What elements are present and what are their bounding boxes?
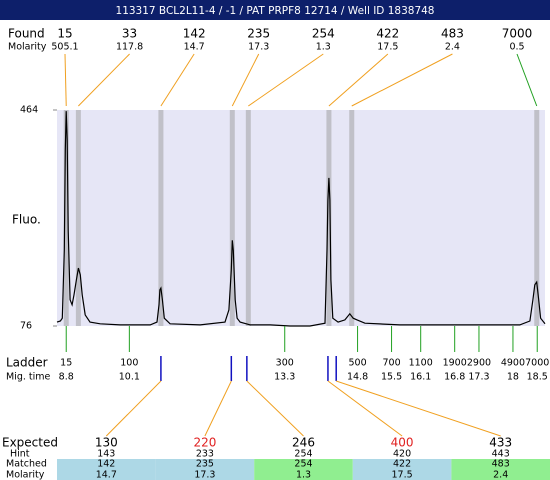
hint-connector: [105, 380, 162, 437]
ladder-size: 500: [348, 358, 366, 369]
peak-band: [63, 110, 69, 326]
peak-connector: [231, 53, 260, 107]
found-size: 254: [312, 27, 335, 41]
found-molarity: 1.3: [316, 42, 331, 53]
ladder-size: 4900: [501, 358, 525, 369]
matched-label: Matched: [6, 459, 47, 470]
ladder-size: 7000: [525, 358, 549, 369]
ladder-size: 2900: [467, 358, 491, 369]
peak-connector: [160, 53, 195, 107]
expected-label: Expected: [2, 436, 58, 450]
found-size: 142: [183, 27, 206, 41]
hint-size: 254: [294, 449, 312, 460]
ladder-size: 15: [60, 358, 72, 369]
found-molarity: 117.8: [116, 42, 143, 53]
status-cell: [352, 459, 452, 480]
ladder-time: 17.3: [468, 372, 489, 383]
matched-molarity: 1.3: [296, 470, 311, 480]
peak-connector: [248, 53, 324, 107]
peak-band: [534, 110, 540, 326]
ladder-time: 18: [507, 372, 519, 383]
matched-molarity: 17.3: [194, 470, 215, 480]
peak-connector: [328, 53, 389, 107]
hint-connector: [246, 380, 304, 437]
ladder-label: Ladder: [6, 356, 48, 370]
expected-size: 130: [95, 436, 118, 450]
hint-size: 143: [97, 449, 115, 460]
hint-size: 233: [196, 449, 214, 460]
status-cell: [451, 459, 550, 480]
ladder-time: 10.1: [119, 372, 140, 383]
found-molarity: 2.4: [445, 42, 460, 53]
ladder-time: 15.5: [381, 372, 402, 383]
ladder-size: 100: [120, 358, 138, 369]
matched-size: 422: [393, 459, 411, 470]
header-bar: [0, 0, 550, 20]
found-molarity: 505.1: [51, 42, 78, 53]
header-title: 113317 BCL2L11-4 / -1 / PAT PRPF8 12714 …: [116, 5, 435, 17]
y-tick-label: 76: [20, 321, 32, 332]
ladder-time: 18.5: [527, 372, 548, 383]
found-size: 33: [122, 27, 137, 41]
matched-molarity: 17.5: [392, 470, 413, 480]
molarity-label: Molarity: [6, 470, 45, 480]
matched-size: 483: [492, 459, 510, 470]
found-label: Found: [8, 27, 45, 41]
hint-connector: [327, 380, 403, 437]
status-cell: [254, 459, 353, 480]
mig-time-label: Mig. time: [6, 372, 51, 383]
matched-size: 235: [196, 459, 214, 470]
found-size: 15: [57, 27, 72, 41]
hint-label: Hint: [10, 449, 30, 460]
matched-molarity: 14.7: [96, 470, 117, 480]
status-cell: [155, 459, 255, 480]
found-size: 483: [441, 27, 464, 41]
expected-size: 220: [193, 436, 216, 450]
found-molarity: 17.5: [377, 42, 398, 53]
found-size: 7000: [502, 27, 533, 41]
found-molarity: 17.3: [248, 42, 269, 53]
ladder-size: 700: [382, 358, 400, 369]
ladder-size: 300: [276, 358, 294, 369]
found-size: 235: [247, 27, 270, 41]
peak-band: [326, 110, 332, 326]
peak-band: [349, 110, 355, 326]
expected-size: 246: [292, 436, 315, 450]
plot-area: [57, 110, 545, 326]
found-molarity: 14.7: [184, 42, 205, 53]
status-cell: [57, 459, 156, 480]
ladder-time: 13.3: [274, 372, 295, 383]
found-molarity: 0.5: [509, 42, 524, 53]
hint-size: 443: [492, 449, 510, 460]
ladder-size: 1100: [409, 358, 433, 369]
peak-connector: [516, 53, 538, 107]
peak-band: [245, 110, 251, 326]
hint-size: 420: [393, 449, 411, 460]
peak-band: [229, 110, 235, 326]
peak-connector: [64, 53, 67, 107]
hint-connector: [204, 380, 232, 437]
ladder-time: 14.8: [347, 372, 368, 383]
peak-band: [158, 110, 164, 326]
expected-size: 400: [391, 436, 414, 450]
ladder-time: 16.8: [444, 372, 465, 383]
matched-size: 142: [97, 459, 115, 470]
matched-molarity: 2.4: [493, 470, 508, 480]
y-tick-label: 464: [20, 105, 38, 116]
hint-connector: [336, 380, 501, 437]
expected-size: 433: [489, 436, 512, 450]
peak-connector: [351, 53, 453, 107]
ladder-size: 1900: [443, 358, 467, 369]
ladder-time: 16.1: [410, 372, 431, 383]
peak-band: [75, 110, 81, 326]
found-size: 422: [376, 27, 399, 41]
y-axis-title: Fluo.: [12, 213, 41, 227]
trace: [56, 111, 546, 327]
matched-size: 254: [294, 459, 312, 470]
found-molarity-label: Molarity: [8, 42, 47, 53]
peak-connector: [78, 53, 130, 107]
ladder-time: 8.8: [59, 372, 74, 383]
